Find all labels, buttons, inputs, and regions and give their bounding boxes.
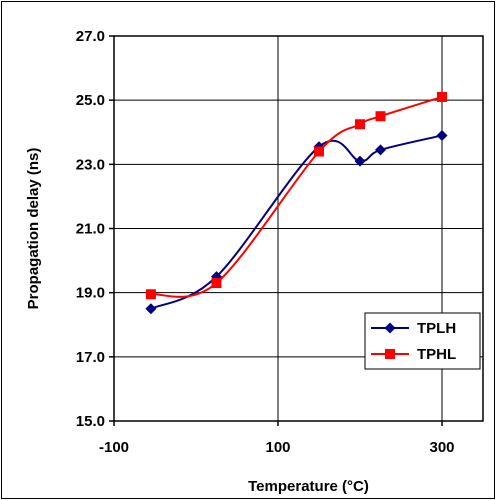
- y-tick-label: 27.0: [76, 28, 105, 45]
- y-tick-label: 25.0: [76, 92, 105, 109]
- tphl-point: [375, 111, 386, 122]
- tphl-point: [437, 91, 447, 102]
- tphl-point: [314, 146, 324, 157]
- y-tick-label: 23.0: [76, 156, 105, 173]
- tphl-point: [145, 289, 156, 300]
- legend-item-tphl: TPHL: [371, 346, 456, 363]
- series-tplh: [145, 129, 448, 315]
- legend-swatch-marker: [385, 349, 395, 359]
- x-axis-title: Temperature (°C): [248, 478, 369, 495]
- tplh-point: [375, 144, 386, 156]
- x-tick-label: -100: [99, 439, 129, 456]
- tphl-point: [355, 119, 365, 130]
- tphl-point: [211, 278, 222, 289]
- y-tick-label: 21.0: [76, 221, 105, 238]
- legend-label: TPHL: [417, 346, 456, 363]
- y-tick-label: 17.0: [76, 349, 105, 366]
- tplh-line: [150, 134, 443, 310]
- axis-ticks: [109, 35, 443, 426]
- tplh-point: [145, 303, 157, 315]
- y-tick-label: 19.0: [76, 285, 105, 302]
- tplh-point: [436, 129, 448, 141]
- legend: TPLH TPHL: [364, 312, 481, 370]
- tphl-line: [150, 96, 443, 298]
- legend-label: TPLH: [417, 320, 456, 337]
- series-layer: [145, 91, 448, 315]
- legend-item-tplh: TPLH: [371, 320, 456, 337]
- y-axis-title: Propagation delay (ns): [25, 148, 42, 310]
- legend-box: [364, 312, 481, 370]
- legend-swatch-marker: [384, 322, 396, 334]
- tick-labels: 15.0 17.0 19.0 21.0 23.0 25.0 27.0 -100 100 300: [76, 28, 455, 456]
- tplh-point: [354, 155, 366, 167]
- series-tphl: [145, 91, 447, 300]
- x-tick-label: 300: [429, 439, 454, 456]
- x-tick-label: 100: [265, 439, 290, 456]
- y-tick-label: 15.0: [76, 413, 105, 430]
